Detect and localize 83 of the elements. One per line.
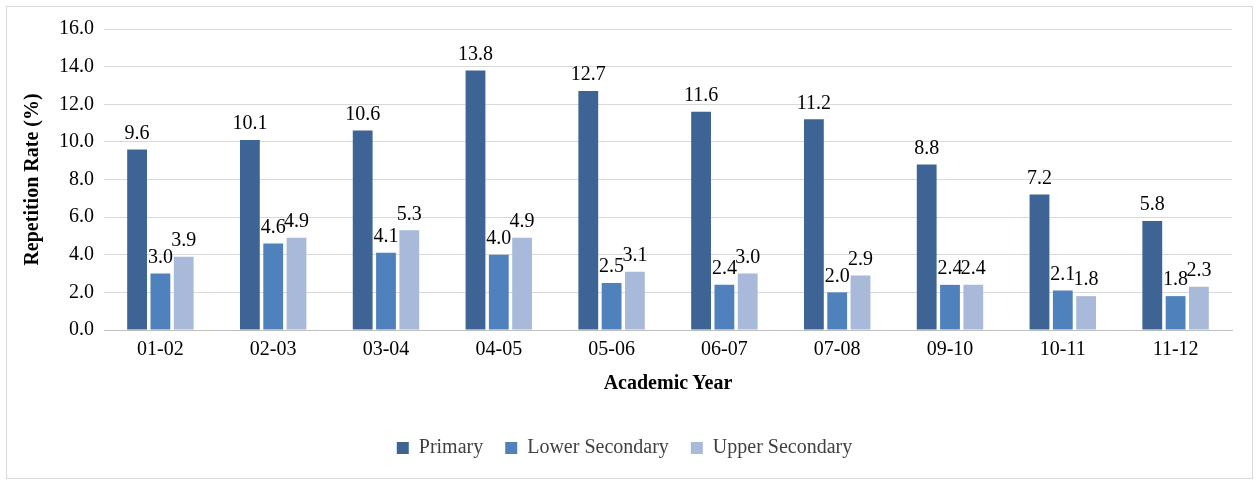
data-label: 7.2 (1026, 165, 1052, 188)
data-label: 5.8 (1139, 192, 1165, 215)
bar (263, 243, 284, 330)
x-axis-title: Academic Year (603, 371, 733, 394)
y-tick-label: 4.0 (69, 242, 94, 264)
data-label: 12.7 (570, 62, 606, 85)
bar (465, 70, 486, 330)
x-tick-label: 11-12 (1152, 337, 1199, 360)
legend-label: Primary (418, 435, 484, 459)
y-axis-title: Repetition Rate (%) (20, 93, 44, 266)
bar (916, 164, 937, 330)
data-label: 5.3 (396, 201, 422, 224)
bar (625, 271, 645, 330)
data-label: 8.8 (914, 135, 940, 158)
y-tick-label: 12.0 (59, 91, 94, 114)
bar (1189, 286, 1209, 330)
bar (352, 130, 373, 330)
data-label: 4.9 (284, 209, 310, 232)
x-tick-label: 06-07 (701, 337, 748, 360)
bar (601, 282, 622, 330)
x-tick-label: 05-06 (588, 337, 635, 360)
bar (488, 254, 509, 330)
y-tick-label: 6.0 (69, 204, 94, 227)
bar (150, 273, 171, 330)
data-label: 2.4 (711, 256, 737, 279)
bar (286, 237, 307, 330)
x-tick-label: 10-11 (1039, 337, 1086, 360)
data-label: 2.9 (848, 246, 874, 269)
bar (512, 237, 533, 330)
x-tick-label: 04-05 (475, 337, 523, 360)
bar (940, 284, 960, 330)
bar (1076, 296, 1097, 330)
data-label: 2.4 (937, 256, 963, 279)
y-tick-label: 2.0 (69, 279, 94, 302)
x-tick-label: 07-08 (813, 337, 861, 360)
bar (127, 149, 147, 330)
data-label: 1.8 (1163, 267, 1189, 290)
data-label: 3.1 (622, 242, 648, 265)
data-label: 13.8 (457, 41, 493, 64)
legend-label: Upper Secondary (712, 435, 853, 459)
bar (803, 119, 824, 330)
data-label: 10.6 (345, 101, 381, 124)
y-tick-label: 8.0 (69, 166, 94, 189)
bar (578, 91, 599, 330)
data-label: 2.0 (824, 263, 850, 286)
bar (399, 230, 420, 330)
bar (1052, 290, 1073, 330)
data-label: 11.6 (683, 83, 719, 106)
x-tick-label: 03-04 (362, 337, 410, 360)
data-label: 9.6 (124, 120, 150, 143)
bar (963, 284, 984, 330)
x-tick-label: 02-03 (249, 337, 297, 360)
data-label: 4.9 (509, 209, 535, 232)
bar (737, 273, 758, 330)
bar (1142, 220, 1163, 330)
bar (691, 111, 711, 330)
data-label: 1.8 (1073, 267, 1099, 290)
bar (376, 252, 396, 330)
data-label: 3.0 (735, 244, 761, 267)
bar (239, 139, 260, 330)
bar (850, 275, 871, 330)
data-label: 2.4 (960, 256, 986, 279)
data-label: 11.2 (796, 90, 832, 113)
bar (1029, 194, 1050, 330)
x-tick-label: 01-02 (137, 337, 184, 360)
y-tick-label: 14.0 (59, 53, 94, 76)
data-label: 3.0 (147, 244, 173, 267)
bar (714, 284, 735, 330)
x-tick-label: 09-10 (926, 337, 974, 360)
data-label: 2.1 (1050, 261, 1076, 284)
data-label: 4.1 (373, 224, 399, 247)
y-tick-label: 16.0 (59, 16, 94, 39)
y-tick-label: 10.0 (59, 129, 94, 152)
data-label: 3.9 (171, 227, 197, 250)
data-label: 10.1 (232, 111, 268, 134)
data-label: 4.0 (486, 226, 512, 248)
bar (827, 292, 848, 330)
data-label: 4.6 (260, 214, 286, 237)
data-label: 2.3 (1186, 257, 1212, 280)
y-tick-label: 0.0 (69, 317, 94, 340)
legend-label: Lower Secondary (527, 435, 669, 459)
bar (1165, 296, 1186, 330)
bar (173, 256, 194, 330)
